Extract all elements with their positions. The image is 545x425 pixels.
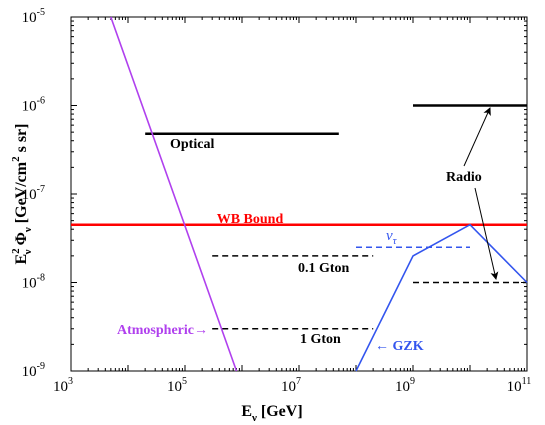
y-label-units-sup: 2 <box>10 156 22 162</box>
x-axis-label-sub: ν <box>251 412 257 424</box>
y-label-units-a: [GeV/cm <box>13 161 30 227</box>
y-label-e: E <box>13 254 30 265</box>
optical-label: Optical <box>170 137 214 152</box>
x-tick-label: 103 <box>53 376 73 395</box>
atmospheric-label: Atmospheric→ <box>117 323 208 338</box>
gzk-line <box>355 223 528 372</box>
y-axis-label: E2ν Φν [GeV/cm2 s sr] <box>10 124 34 265</box>
gton01-label: 0.1 Gton <box>298 261 350 276</box>
x-tick-label: 107 <box>281 376 301 395</box>
y-tick-label: 10-7 <box>22 184 45 203</box>
ticks: 103 105 107 109 1011 10-9 10-8 10-7 10-6 10-5 <box>22 7 532 395</box>
x-tick-label: 109 <box>395 376 415 395</box>
y-label-units-b: s sr] <box>13 124 30 157</box>
x-tick-label: 1011 <box>507 376 532 395</box>
nutau-sub: τ <box>393 235 398 247</box>
x-tick-label: 105 <box>167 376 187 395</box>
gton1-label: 1 Gton <box>300 332 341 347</box>
y-label-phi-sub: ν <box>22 227 34 233</box>
y-tick-label: 10-9 <box>22 361 45 380</box>
series-layer <box>71 16 528 372</box>
radio-arrow-down <box>474 187 499 280</box>
y-label-phi: Φ <box>13 232 30 249</box>
y-tick-label: 10-8 <box>22 273 45 292</box>
x-axis-label: Eν [GeV] <box>241 403 302 424</box>
y-label-e-sub: ν <box>22 249 34 255</box>
plot-frame <box>70 16 528 372</box>
y-tick-label: 10-6 <box>22 96 45 115</box>
x-axis-label-main: E <box>241 403 252 420</box>
radio-arrow-up <box>463 107 491 167</box>
atmospheric-line <box>110 16 238 372</box>
gzk-label: ← GZK <box>375 339 424 354</box>
nutau-label: ντ <box>386 228 398 247</box>
nutau-nu: ν <box>386 228 393 244</box>
y-label-e-sup: 2 <box>10 248 22 254</box>
wb-bound-label: WB Bound <box>217 212 284 227</box>
y-tick-label: 10-5 <box>22 7 45 26</box>
radio-label: Radio <box>446 170 482 185</box>
x-axis-label-rest: [GeV] <box>257 403 303 420</box>
